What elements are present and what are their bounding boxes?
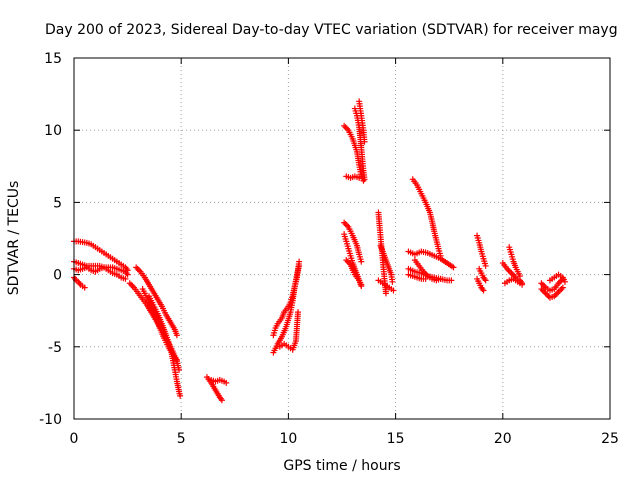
x-tick-label: 10 (279, 431, 297, 447)
data-point (81, 284, 88, 291)
data-point (296, 262, 303, 269)
y-tick-label: 5 (53, 195, 62, 211)
data-marks (71, 98, 568, 404)
data-point (358, 258, 365, 265)
x-tick-label: 0 (70, 431, 79, 447)
data-point (450, 264, 457, 271)
plot-frame (73, 57, 611, 420)
data-point (448, 277, 455, 284)
data-point (561, 278, 568, 285)
data-point (361, 176, 368, 183)
x-tick-label: 20 (494, 431, 512, 447)
y-axis-label: SDTVAR / TECUs (6, 181, 22, 296)
data-point (559, 284, 566, 291)
y-tick-label: 10 (44, 123, 62, 139)
data-point (358, 283, 365, 290)
data-point (173, 356, 180, 363)
data-point (173, 332, 180, 339)
x-tick-label: 5 (177, 431, 186, 447)
data-point (519, 281, 526, 288)
data-point (482, 277, 489, 284)
chart-title: Day 200 of 2023, Sidereal Day-to-day VTE… (45, 22, 618, 38)
data-point (361, 138, 368, 145)
data-point (422, 275, 429, 282)
data-point (177, 392, 184, 399)
data-point (295, 309, 302, 316)
y-tick-label: -5 (48, 340, 62, 356)
grid-lines (74, 58, 610, 419)
data-point (390, 287, 397, 294)
y-tick-label: -10 (39, 412, 62, 428)
data-point (124, 271, 131, 278)
data-point (389, 278, 396, 285)
x-tick-label: 25 (601, 431, 619, 447)
data-point (480, 287, 487, 294)
data-point (437, 275, 444, 282)
data-point (218, 397, 225, 404)
data-point (356, 174, 363, 181)
y-tick-label: 0 (53, 268, 62, 284)
data-point (382, 290, 389, 297)
data-point (482, 262, 489, 269)
x-axis-label: GPS time / hours (283, 458, 400, 474)
data-point (223, 379, 230, 386)
data-point (122, 275, 129, 282)
y-tick-label: 15 (44, 51, 62, 67)
x-tick-label: 15 (387, 431, 405, 447)
